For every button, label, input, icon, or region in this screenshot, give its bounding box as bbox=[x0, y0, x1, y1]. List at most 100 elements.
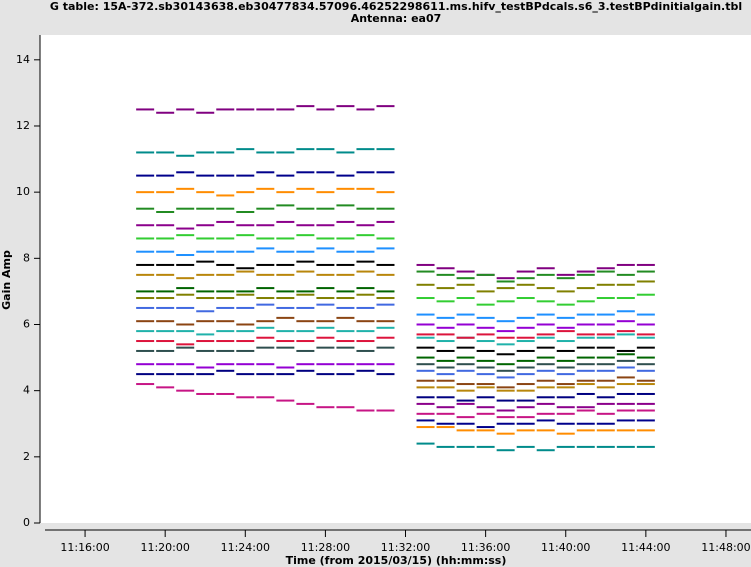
data-point bbox=[416, 396, 435, 399]
data-point bbox=[596, 363, 615, 366]
data-point bbox=[136, 320, 155, 323]
data-point bbox=[496, 409, 515, 412]
data-point bbox=[316, 346, 335, 349]
data-point bbox=[276, 346, 295, 349]
data-point bbox=[456, 313, 475, 316]
data-point bbox=[576, 383, 595, 386]
data-point bbox=[616, 445, 635, 448]
data-point bbox=[416, 346, 435, 349]
y-tick-label: 6 bbox=[23, 317, 30, 330]
data-point bbox=[296, 290, 315, 293]
data-point bbox=[636, 356, 655, 359]
data-point bbox=[336, 187, 355, 190]
data-point bbox=[536, 273, 555, 276]
data-point bbox=[236, 191, 255, 194]
data-point bbox=[576, 369, 595, 372]
data-point bbox=[356, 349, 375, 352]
data-point bbox=[616, 297, 635, 300]
data-point bbox=[416, 336, 435, 339]
data-point bbox=[316, 108, 335, 111]
data-point bbox=[276, 174, 295, 177]
x-tick-label: 11:28:00 bbox=[301, 541, 350, 554]
data-point bbox=[236, 148, 255, 151]
y-tick-label: 12 bbox=[16, 119, 30, 132]
data-point bbox=[296, 148, 315, 151]
data-point bbox=[516, 297, 535, 300]
data-point bbox=[296, 105, 315, 108]
data-point bbox=[356, 287, 375, 290]
data-point bbox=[596, 369, 615, 372]
data-point bbox=[376, 363, 395, 366]
data-point bbox=[576, 300, 595, 303]
data-point bbox=[616, 333, 635, 336]
data-point bbox=[376, 247, 395, 250]
data-point bbox=[416, 333, 435, 336]
data-point bbox=[276, 108, 295, 111]
data-point bbox=[296, 250, 315, 253]
data-point bbox=[516, 366, 535, 369]
data-point bbox=[616, 273, 635, 276]
data-point bbox=[596, 333, 615, 336]
data-point bbox=[236, 330, 255, 333]
data-point bbox=[556, 316, 575, 319]
data-point bbox=[216, 207, 235, 210]
data-point bbox=[196, 366, 215, 369]
data-point bbox=[196, 340, 215, 343]
data-point bbox=[636, 280, 655, 283]
data-point bbox=[416, 369, 435, 372]
data-point bbox=[516, 316, 535, 319]
data-point bbox=[616, 383, 635, 386]
data-point bbox=[576, 273, 595, 276]
data-point bbox=[636, 323, 655, 326]
data-point bbox=[496, 389, 515, 392]
data-point bbox=[336, 373, 355, 376]
data-point bbox=[296, 187, 315, 190]
data-point bbox=[196, 392, 215, 395]
x-tick-label: 11:36:00 bbox=[461, 541, 510, 554]
data-point bbox=[196, 174, 215, 177]
data-point bbox=[376, 320, 395, 323]
data-point bbox=[456, 416, 475, 419]
data-point bbox=[356, 306, 375, 309]
data-point bbox=[256, 263, 275, 266]
data-point bbox=[296, 320, 315, 323]
data-point bbox=[156, 250, 175, 253]
data-point bbox=[176, 171, 195, 174]
data-point bbox=[356, 270, 375, 273]
data-point bbox=[616, 359, 635, 362]
data-point bbox=[616, 263, 635, 266]
data-point bbox=[536, 449, 555, 452]
data-point bbox=[536, 369, 555, 372]
data-point bbox=[316, 363, 335, 366]
data-point bbox=[476, 366, 495, 369]
data-point bbox=[196, 111, 215, 114]
data-point bbox=[196, 320, 215, 323]
data-point bbox=[416, 270, 435, 273]
data-point bbox=[176, 330, 195, 333]
data-point bbox=[556, 326, 575, 329]
data-point bbox=[136, 250, 155, 253]
data-point bbox=[636, 429, 655, 432]
data-point bbox=[536, 267, 555, 270]
data-point bbox=[136, 224, 155, 227]
data-point bbox=[536, 346, 555, 349]
data-point bbox=[596, 396, 615, 399]
data-point bbox=[216, 349, 235, 352]
data-point bbox=[456, 277, 475, 280]
data-point bbox=[436, 287, 455, 290]
data-point bbox=[196, 151, 215, 154]
data-point bbox=[336, 237, 355, 240]
data-point bbox=[556, 366, 575, 369]
data-point bbox=[556, 340, 575, 343]
data-point bbox=[356, 234, 375, 237]
data-point bbox=[236, 290, 255, 293]
data-point bbox=[416, 412, 435, 415]
data-point bbox=[376, 105, 395, 108]
data-point bbox=[236, 108, 255, 111]
data-point bbox=[556, 273, 575, 276]
data-point bbox=[436, 349, 455, 352]
data-point bbox=[176, 263, 195, 266]
data-point bbox=[436, 359, 455, 362]
data-point bbox=[256, 326, 275, 329]
data-point bbox=[356, 330, 375, 333]
